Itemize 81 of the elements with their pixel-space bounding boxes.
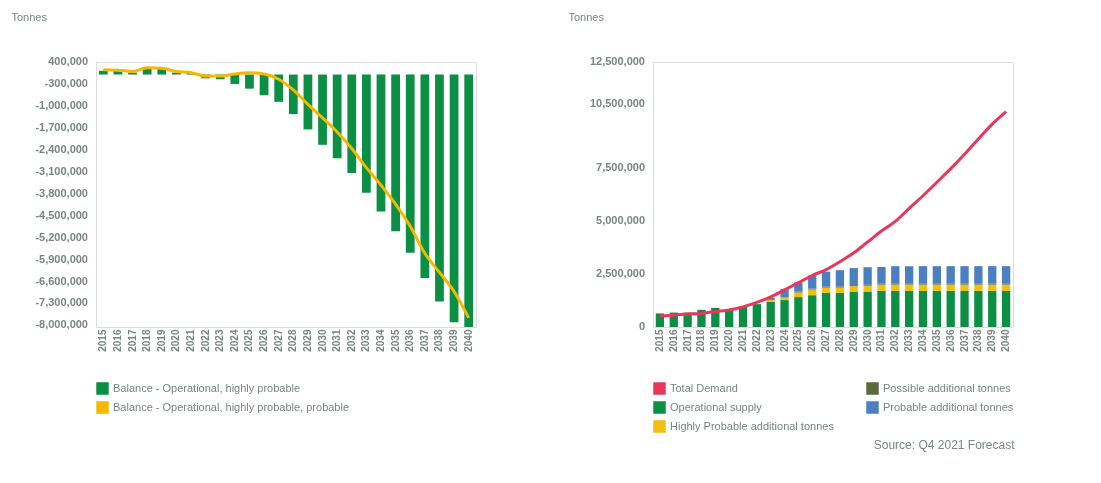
x-tick-label: 2033 [903, 329, 915, 352]
x-tick-label: 2031 [331, 329, 343, 352]
x-tick-label: 2022 [199, 329, 211, 352]
x-tick-label: 2035 [389, 329, 401, 352]
x-tick-label: 2035 [930, 329, 942, 352]
x-tick-label: 2032 [345, 329, 357, 352]
source-note: Source: Q4 2021 Forecast [873, 437, 1016, 452]
y-axis-title: Tonnes [568, 10, 605, 23]
x-tick-label: 2034 [375, 329, 386, 352]
x-tick-label: 2024 [778, 329, 790, 352]
x-tick-label: 2038 [433, 329, 445, 352]
y-tick-label: -3,100,000 [35, 164, 88, 177]
x-tick-label: 2036 [944, 329, 956, 352]
y-tick-label: 2,500,000 [596, 267, 645, 279]
x-tick-label: 2022 [750, 329, 762, 352]
y-tick-label: -2,400,000 [35, 142, 88, 155]
x-tick-label: 2021 [737, 329, 748, 352]
x-tick-label: 2032 [889, 329, 901, 352]
x-tick-label: 2018 [141, 329, 153, 352]
x-tick-label: 2023 [214, 329, 226, 352]
x-tick-label: 2027 [272, 329, 284, 352]
x-tick-label: 2040 [462, 329, 474, 352]
y-axis-title: Tonnes [11, 10, 48, 23]
y-tick-label: -6,600,000 [35, 274, 88, 287]
x-tick-label: 2018 [695, 329, 707, 352]
legend-label: Total Demand [670, 381, 738, 394]
legend-label: Operational supply [670, 400, 763, 413]
legend-label: Possible additional tonnes [883, 381, 1012, 394]
x-tick-label: 2037 [958, 329, 970, 352]
y-tick-label: -3,800,000 [35, 186, 88, 199]
x-tick-label: 2015 [97, 329, 109, 352]
x-tick-label: 2039 [986, 329, 998, 352]
x-tick-label: 2029 [301, 329, 313, 352]
x-tick-label: 2016 [667, 329, 679, 352]
legend-label: Balance - Operational, highly probable [113, 381, 301, 394]
y-tick-label: -1,000,000 [35, 98, 88, 111]
x-tick-label: 2019 [155, 329, 167, 352]
y-tick-label: -7,300,000 [35, 296, 88, 309]
x-tick-label: 2028 [833, 329, 845, 352]
y-tick-label: -5,900,000 [35, 252, 88, 265]
x-tick-label: 2030 [861, 329, 873, 352]
x-tick-label: 2024 [228, 329, 240, 352]
x-tick-label: 2020 [170, 329, 182, 352]
y-tick-label: 0 [638, 320, 645, 332]
y-tick-label: -5,200,000 [35, 230, 88, 243]
x-tick-label: 2034 [917, 329, 928, 352]
y-tick-label: -4,500,000 [35, 208, 88, 221]
x-tick-label: 2025 [243, 329, 255, 352]
legend-label: Balance - Operational, highly probable, probable [113, 400, 350, 413]
x-tick-label: 2038 [972, 329, 984, 352]
x-tick-label: 2029 [847, 329, 859, 352]
y-tick-label: -8,000,000 [35, 318, 88, 331]
legend-label: Highly Probable additional tonnes [670, 419, 835, 432]
legend-label: Probable additional tonnes [883, 400, 1014, 413]
y-tick-label: 400,000 [48, 55, 88, 67]
y-tick-label: -1,700,000 [35, 120, 88, 133]
y-tick-label: 12,500,000 [589, 55, 645, 67]
x-tick-label: 2033 [360, 329, 372, 352]
x-tick-label: 2020 [723, 329, 735, 352]
x-tick-label: 2037 [418, 329, 430, 352]
x-tick-label: 2027 [820, 329, 832, 352]
x-tick-label: 2040 [1000, 329, 1012, 352]
x-tick-label: 2023 [764, 329, 776, 352]
x-tick-label: 2016 [111, 329, 123, 352]
x-tick-label: 2017 [126, 329, 138, 352]
x-tick-label: 2017 [681, 329, 693, 352]
x-tick-label: 2028 [287, 329, 299, 352]
x-tick-label: 2039 [448, 329, 460, 352]
x-tick-label: 2026 [806, 329, 818, 352]
x-tick-label: 2025 [792, 329, 804, 352]
x-tick-label: 2019 [709, 329, 721, 352]
y-tick-label: -300,000 [44, 76, 88, 89]
y-tick-label: 10,500,000 [589, 97, 645, 110]
x-tick-label: 2026 [258, 329, 270, 352]
x-tick-label: 2021 [185, 329, 196, 352]
y-tick-label: 7,500,000 [596, 161, 645, 173]
x-tick-label: 2030 [316, 329, 328, 352]
x-tick-label: 2031 [875, 329, 887, 352]
y-tick-label: 5,000,000 [596, 214, 645, 226]
x-tick-label: 2036 [404, 329, 416, 352]
x-tick-label: 2015 [653, 329, 665, 352]
